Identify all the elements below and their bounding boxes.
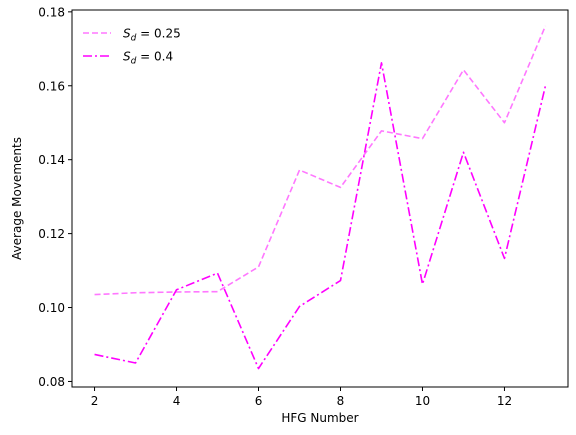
x-tick-label: 10 [415,394,430,408]
legend-item-2: Sd = 0.4 [83,50,173,67]
y-tick-label: 0.10 [38,301,65,315]
y-axis: 0.08 0.10 0.12 0.14 0.16 0.18 [38,5,72,389]
series-line-1 [94,25,547,296]
x-tick-label: 8 [337,394,345,408]
legend: Sd = 0.25 Sd = 0.4 [83,27,181,67]
legend-label: Sd = 0.25 [123,27,181,44]
x-tick-label: 2 [91,394,99,408]
plot-area [94,25,547,370]
axes-frame [71,9,569,388]
legend-label: Sd = 0.4 [123,50,173,67]
y-tick-label: 0.16 [38,79,65,93]
x-axis-label: HFG Number [281,411,358,425]
y-tick-label: 0.08 [38,375,65,389]
y-tick-label: 0.14 [38,153,65,167]
series-line-2 [94,62,547,370]
x-tick-label: 4 [173,394,181,408]
y-tick-label: 0.18 [38,5,65,19]
x-tick-label: 6 [255,394,263,408]
x-tick-label: 12 [497,394,512,408]
y-axis-label: Average Movements [10,137,24,260]
legend-item-1: Sd = 0.25 [83,27,181,44]
x-axis: 2 4 6 8 10 12 [91,387,512,408]
y-tick-label: 0.12 [38,227,65,241]
